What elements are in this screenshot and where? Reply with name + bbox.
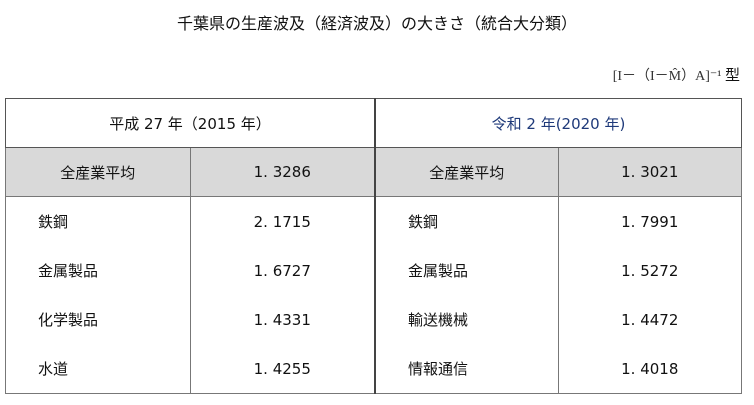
industry-label: 鉄鋼 bbox=[5, 196, 191, 246]
industry-value: 1. 4331 bbox=[189, 295, 376, 344]
formula-suffix: 型 bbox=[724, 66, 740, 84]
table-row: 化学製品 1. 4331 輸送機械 1. 4472 bbox=[5, 295, 743, 344]
industry-label: 輸送機械 bbox=[373, 295, 559, 344]
industry-value: 1. 5272 bbox=[557, 246, 743, 295]
industry-value: 1. 7991 bbox=[557, 196, 743, 246]
industry-value: 1. 4255 bbox=[189, 344, 376, 394]
average-row: 全産業平均 1. 3286 全産業平均 1. 3021 bbox=[5, 147, 743, 197]
table-row: 水道 1. 4255 情報通信 1. 4018 bbox=[5, 344, 743, 394]
industry-label: 水道 bbox=[5, 344, 191, 394]
industry-value: 1. 4018 bbox=[557, 344, 743, 394]
average-label: 全産業平均 bbox=[373, 147, 559, 197]
average-value: 1. 3021 bbox=[557, 147, 743, 197]
industry-label: 金属製品 bbox=[5, 246, 191, 295]
industry-value: 1. 4472 bbox=[557, 295, 743, 344]
industry-value: 2. 1715 bbox=[189, 196, 376, 246]
industry-label: 情報通信 bbox=[373, 344, 559, 394]
average-label: 全産業平均 bbox=[5, 147, 191, 197]
multiplier-table: 平成 27 年（2015 年） 令和 2 年(2020 年) 全産業平均 1. … bbox=[4, 98, 743, 394]
formula-note: [I－（I－M̂）A]⁻¹ 型 bbox=[613, 64, 740, 85]
industry-value: 1. 6727 bbox=[189, 246, 376, 295]
table-row: 鉄鋼 2. 1715 鉄鋼 1. 7991 bbox=[5, 196, 743, 246]
header-row: 平成 27 年（2015 年） 令和 2 年(2020 年) bbox=[4, 98, 742, 148]
page-title: 千葉県の生産波及（経済波及）の大きさ（統合大分類） bbox=[176, 14, 577, 33]
period-header-2015: 平成 27 年（2015 年） bbox=[4, 98, 376, 148]
average-value: 1. 3286 bbox=[189, 147, 376, 197]
industry-label: 鉄鋼 bbox=[373, 196, 559, 246]
table-row: 金属製品 1. 6727 金属製品 1. 5272 bbox=[5, 246, 743, 295]
period-header-2020: 令和 2 年(2020 年) bbox=[373, 98, 742, 148]
industry-label: 金属製品 bbox=[373, 246, 559, 295]
formula: [I－（I－M̂）A]⁻¹ bbox=[612, 69, 722, 84]
industry-label: 化学製品 bbox=[5, 295, 191, 344]
